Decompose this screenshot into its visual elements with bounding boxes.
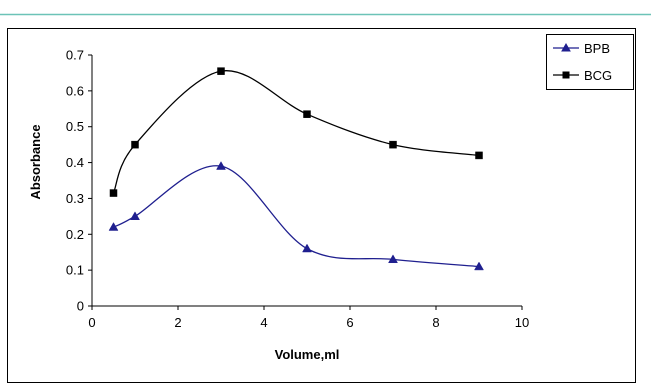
legend-box [546, 34, 634, 90]
legend-item-bcg: BCG [553, 68, 612, 83]
y-tick-label: 0.6 [66, 83, 84, 98]
data-point-bcg [131, 140, 139, 149]
data-point-bcg [217, 67, 225, 75]
data-point-bpb [302, 243, 312, 253]
x-axis-title: Volume,ml [275, 347, 340, 362]
y-axis-title: Absorbance [28, 124, 43, 199]
data-point-bpb [130, 211, 140, 220]
y-tick-labels: 0 0.1 0.2 0.3 0.4 0.5 0.6 0.7 [66, 48, 92, 314]
x-tick-label: 8 [432, 315, 439, 330]
legend-item-bpb: BPB [553, 41, 610, 56]
series-layer [108, 67, 484, 271]
legend: BPB BCG [546, 34, 634, 90]
legend-label-bpb: BPB [584, 41, 610, 56]
data-point-bcg [389, 140, 397, 149]
y-tick-label: 0.5 [66, 119, 84, 134]
data-point-bcg [109, 189, 118, 197]
x-tick-label: 6 [346, 315, 353, 330]
y-tick-label: 0.3 [66, 191, 84, 206]
y-tick-label: 0.4 [66, 155, 84, 170]
y-tick-label: 0 [77, 299, 84, 314]
series-line-bpb [113, 165, 480, 268]
series-line-bcg [112, 70, 480, 194]
y-tick-label: 0.1 [66, 263, 84, 278]
chart-frame [7, 28, 636, 383]
legend-marker-bcg [562, 71, 570, 79]
y-tick-label: 0.7 [66, 48, 84, 63]
legend-marker-bpb [561, 42, 571, 52]
data-point-bpb [388, 254, 398, 264]
data-point-bpb [108, 222, 119, 231]
data-point-bcg [475, 151, 483, 160]
x-tick-label: 0 [88, 315, 95, 330]
x-tick-labels: 0 2 4 6 8 10 [88, 306, 529, 330]
data-point-bcg [303, 110, 311, 118]
axes [91, 55, 522, 307]
legend-label-bcg: BCG [584, 68, 612, 83]
data-point-bpb [474, 261, 484, 271]
data-point-bpb [216, 161, 226, 170]
y-tick-label: 0.2 [66, 227, 84, 242]
x-tick-label: 4 [260, 315, 267, 330]
x-tick-label: 10 [515, 315, 529, 330]
x-tick-label: 2 [174, 315, 181, 330]
